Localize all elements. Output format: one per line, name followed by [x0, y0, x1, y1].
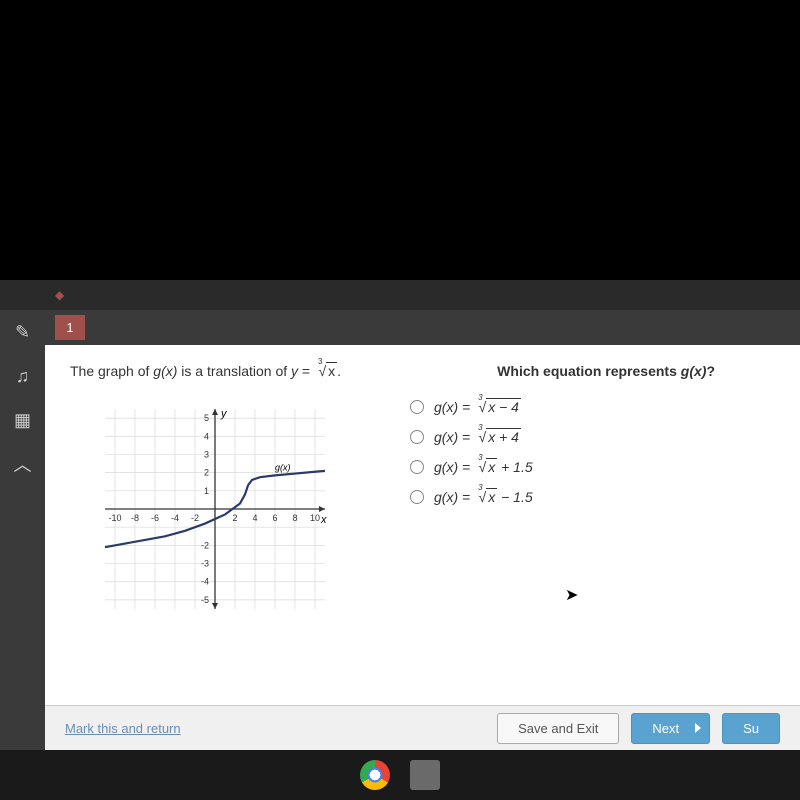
svg-text:-8: -8: [131, 513, 139, 523]
svg-text:1: 1: [204, 486, 209, 496]
svg-text:-2: -2: [191, 513, 199, 523]
svg-text:5: 5: [204, 413, 209, 423]
svg-text:g(x): g(x): [275, 463, 291, 473]
submit-button[interactable]: Su: [722, 713, 780, 744]
radicand: x − 4: [486, 398, 521, 415]
taskbar: [0, 750, 800, 800]
opt-prefix: g(x) =: [434, 399, 474, 415]
next-button[interactable]: Next: [631, 713, 710, 744]
opt-prefix: g(x) =: [434, 459, 474, 475]
svg-text:x: x: [320, 514, 327, 526]
svg-text:4: 4: [204, 431, 209, 441]
bottom-bar: Mark this and return Save and Exit Next …: [45, 705, 800, 750]
suffix: + 1.5: [497, 459, 532, 475]
text: The graph of: [70, 363, 153, 379]
radio-icon[interactable]: [410, 460, 424, 474]
option-b[interactable]: g(x) = 3√x + 4: [410, 429, 533, 445]
sidebar: ✎ ♫ ▦ ︿: [0, 310, 45, 750]
text: is a translation of: [177, 363, 291, 379]
option-c[interactable]: g(x) = 3√x + 1.5: [410, 459, 533, 475]
button-group: Save and Exit Next Su: [497, 713, 780, 744]
option-d[interactable]: g(x) = 3√x − 1.5: [410, 489, 533, 505]
svg-text:6: 6: [272, 513, 277, 523]
root-index: 3: [478, 483, 482, 492]
option-a[interactable]: g(x) = 3√x − 4: [410, 399, 533, 415]
text: .: [337, 363, 341, 379]
radicand: x: [486, 488, 497, 505]
black-region-top: [0, 0, 800, 280]
text: ?: [706, 363, 715, 379]
collapse-icon[interactable]: ︿: [11, 452, 35, 476]
svg-text:-4: -4: [171, 513, 179, 523]
folder-icon[interactable]: [410, 760, 440, 790]
svg-text:3: 3: [204, 449, 209, 459]
radicand: x: [486, 458, 497, 475]
answer-options: g(x) = 3√x − 4 g(x) = 3√x + 4 g(x) = 3√x…: [410, 399, 533, 624]
root-index: 3: [318, 357, 322, 366]
tab-bar: 1: [45, 310, 800, 345]
text: Which equation represents: [497, 363, 681, 379]
svg-text:8: 8: [292, 513, 297, 523]
headphones-icon[interactable]: ♫: [11, 364, 35, 388]
top-toolbar: ◆: [0, 280, 800, 310]
cursor-icon: ➤: [565, 585, 579, 605]
radicand: x + 4: [486, 428, 521, 445]
svg-text:2: 2: [232, 513, 237, 523]
save-exit-button[interactable]: Save and Exit: [497, 713, 619, 744]
root-index: 3: [478, 393, 482, 402]
opt-prefix: g(x) =: [434, 429, 474, 445]
text-gx: g(x): [153, 363, 177, 379]
svg-text:-10: -10: [108, 513, 121, 523]
graph: -10-8-6-4-2246810 12345-2-3-4-5 y x g(x): [90, 394, 350, 624]
svg-text:-3: -3: [201, 559, 209, 569]
text: =: [298, 363, 314, 379]
tab-question-1[interactable]: 1: [55, 315, 85, 340]
content-area: The graph of g(x) is a translation of y …: [45, 345, 800, 705]
opt-prefix: g(x) =: [434, 489, 474, 505]
radicand: x: [326, 362, 337, 379]
root-index: 3: [478, 423, 482, 432]
chrome-icon[interactable]: [360, 760, 390, 790]
text-y: y: [291, 363, 298, 379]
svg-text:-6: -6: [151, 513, 159, 523]
pencil-icon[interactable]: ✎: [11, 320, 35, 344]
mark-return-link[interactable]: Mark this and return: [65, 721, 181, 736]
svg-text:-4: -4: [201, 577, 209, 587]
question-prompt-left: The graph of g(x) is a translation of y …: [70, 363, 341, 379]
suffix: − 1.5: [497, 489, 532, 505]
radio-icon[interactable]: [410, 400, 424, 414]
radio-icon[interactable]: [410, 490, 424, 504]
main-content: -10-8-6-4-2246810 12345-2-3-4-5 y x g(x)…: [70, 394, 775, 624]
question-row: The graph of g(x) is a translation of y …: [70, 363, 775, 379]
svg-text:-2: -2: [201, 540, 209, 550]
root-index: 3: [478, 453, 482, 462]
svg-text:10: 10: [310, 513, 320, 523]
calculator-icon[interactable]: ▦: [11, 408, 35, 432]
svg-text:-5: -5: [201, 595, 209, 605]
text-gx: g(x): [681, 363, 707, 379]
svg-text:2: 2: [204, 468, 209, 478]
app-icon: ◆: [55, 286, 73, 304]
svg-text:4: 4: [252, 513, 257, 523]
question-prompt-right: Which equation represents g(x)?: [497, 363, 715, 379]
radio-icon[interactable]: [410, 430, 424, 444]
